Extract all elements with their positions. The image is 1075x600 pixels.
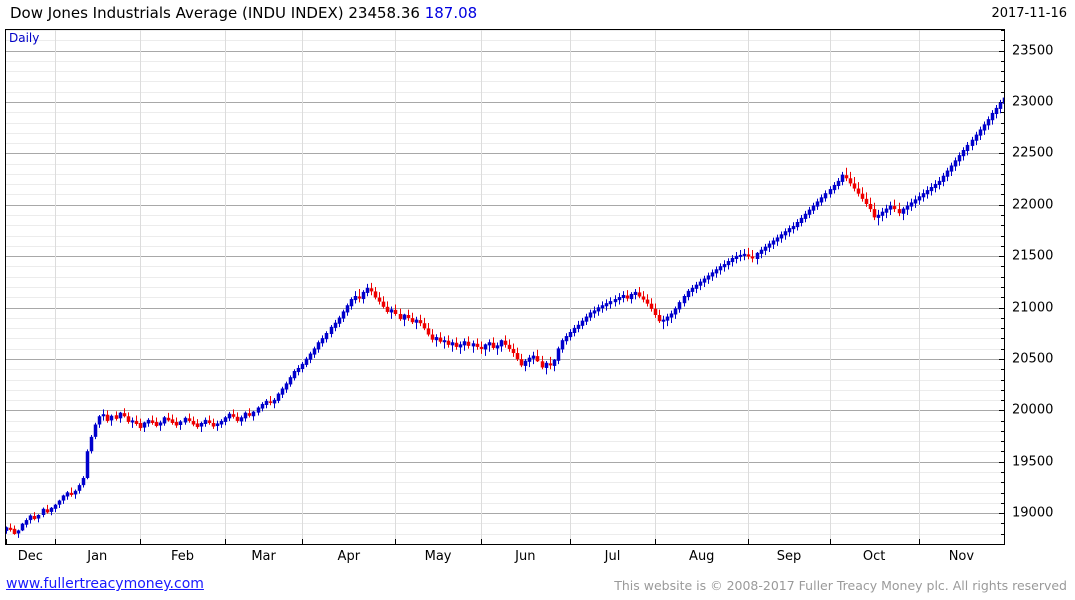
- header-date: 2017-11-16: [991, 6, 1067, 21]
- y-axis-tick-label: 20500: [1012, 351, 1054, 367]
- site-url-link[interactable]: www.fullertreacymoney.com: [6, 576, 204, 592]
- price-chart-plot-area: [5, 29, 1005, 545]
- y-axis-tick-label: 21000: [1012, 300, 1054, 316]
- x-axis-tick-label: Apr: [337, 549, 361, 564]
- y-axis-ticks: [999, 30, 1004, 535]
- x-axis-tick-label: Dec: [17, 549, 43, 564]
- x-axis-tick-label: Mar: [251, 549, 276, 564]
- y-axis-tick-label: 19500: [1012, 454, 1054, 470]
- minor-gridlines: [6, 30, 1004, 535]
- y-axis-tick-label: 21500: [1012, 248, 1054, 264]
- y-axis-tick-label: 23500: [1012, 43, 1054, 59]
- x-axis-tick-label: Jan: [87, 549, 108, 564]
- price-change: 187.08: [424, 4, 478, 22]
- y-axis-tick-label: 22000: [1012, 197, 1054, 213]
- chart-header: Dow Jones Industrials Average (INDU INDE…: [0, 0, 1075, 28]
- x-axis-ticks: [6, 539, 920, 544]
- chart-footer: www.fullertreacymoney.com This website i…: [0, 574, 1075, 600]
- candlestick-svg: [6, 30, 1004, 544]
- x-axis-tick-label: Jun: [515, 549, 536, 564]
- page-title: Dow Jones Industrials Average (INDU INDE…: [10, 4, 477, 22]
- x-axis-tick-label: May: [424, 549, 452, 564]
- candlestick-series: [6, 97, 1004, 538]
- copyright-notice: This website is © 2008-2017 Fuller Treac…: [614, 578, 1067, 593]
- y-axis-tick-label: 23000: [1012, 94, 1054, 110]
- x-axis-tick-label: Feb: [170, 549, 194, 564]
- last-price: 23458.36: [348, 4, 420, 22]
- x-axis-tick-label: Sep: [776, 549, 802, 564]
- x-axis-tick-label: Jul: [604, 549, 621, 564]
- x-axis-tick-label: Aug: [689, 549, 715, 564]
- x-axis-tick-label: Nov: [948, 549, 975, 564]
- chart-period-label: Daily: [9, 31, 40, 45]
- instrument-name: Dow Jones Industrials Average (INDU INDE…: [10, 4, 344, 22]
- y-axis-tick-label: 22500: [1012, 145, 1054, 161]
- vertical-gridlines: [55, 30, 920, 544]
- y-axis-tick-label: 20000: [1012, 402, 1054, 418]
- y-axis-tick-label: 19000: [1012, 505, 1054, 521]
- major-gridlines: [6, 51, 1004, 514]
- x-axis-tick-label: Oct: [862, 549, 886, 564]
